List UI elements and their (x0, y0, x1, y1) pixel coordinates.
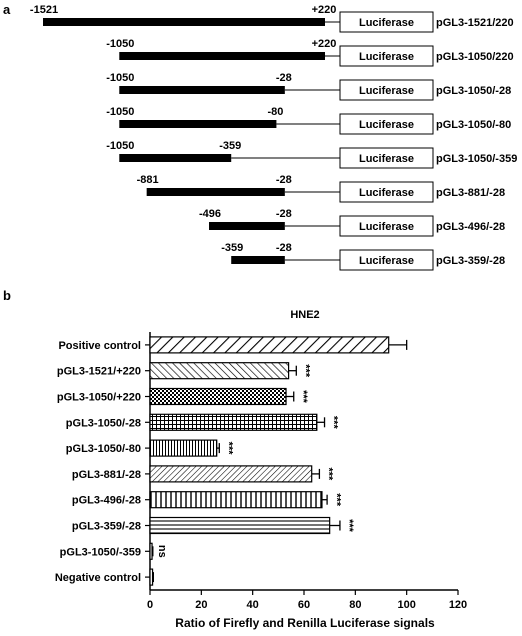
bar (149, 387, 287, 406)
x-tick-label: 20 (195, 599, 207, 611)
construct-row: Luciferase pGL3-1050/-359 -1050 -359 (106, 140, 517, 169)
end-position-label: -359 (219, 140, 241, 152)
panel-a-label: a (3, 2, 11, 17)
start-position-label: -881 (137, 174, 159, 186)
construct-name: pGL3-1050/-28 (436, 85, 511, 97)
significance-annotation: *** (330, 493, 342, 507)
start-position-label: -496 (199, 208, 221, 220)
category-label: Negative control (55, 572, 141, 584)
category-label: pGL3-1050/-359 (60, 546, 141, 558)
construct-map: Luciferase pGL3-1521/220-1521 +220Lucifera… (30, 4, 517, 271)
start-position-label: -1521 (30, 4, 58, 16)
construct-name: pGL3-881/-28 (436, 187, 505, 199)
end-position-label: -28 (276, 174, 292, 186)
bar-chart: 0 20 40 60 80 100 120 Positive control pGL3-1521… (55, 332, 467, 611)
luciferase-label: Luciferase (359, 17, 414, 29)
luciferase-label: Luciferase (359, 153, 414, 165)
end-position-label: -28 (276, 208, 292, 220)
bar (149, 516, 331, 535)
significance-annotation: *** (328, 416, 340, 430)
start-position-label: -1050 (106, 140, 134, 152)
luciferase-box (339, 113, 434, 135)
promoter-bar (146, 188, 285, 196)
luciferase-label: Luciferase (359, 51, 414, 63)
significance-annotation: *** (297, 390, 309, 404)
luciferase-box (339, 45, 434, 67)
promoter-bar (43, 18, 325, 26)
category-label: Positive control (58, 340, 141, 352)
category-label: pGL3-1050/-28 (66, 417, 141, 429)
bar (149, 465, 313, 483)
significance-annotation: *** (299, 364, 311, 378)
end-position-label: +220 (312, 38, 337, 50)
end-position-label: -28 (276, 242, 292, 254)
construct-row: Luciferase pGL3-496/-28 -496 -28 (199, 208, 505, 237)
construct-name: pGL3-1521/220 (436, 17, 514, 29)
construct-row: Luciferase pGL3-359/-28 -359 -28 (221, 242, 505, 271)
bar (149, 439, 218, 457)
luciferase-label: Luciferase (359, 255, 414, 267)
luciferase-box (339, 79, 434, 101)
bar (149, 413, 318, 431)
construct-name: pGL3-359/-28 (436, 255, 505, 267)
bar (149, 336, 390, 354)
end-position-label: -80 (267, 106, 283, 118)
x-tick-label: 40 (247, 599, 259, 611)
luciferase-label: Luciferase (359, 119, 414, 131)
x-tick-label: 100 (397, 599, 415, 611)
category-label: pGL3-496/-28 (72, 495, 141, 507)
end-position-label: -28 (276, 72, 292, 84)
end-position-label: +220 (312, 4, 337, 16)
luciferase-box (339, 11, 434, 33)
category-label: pGL3-1050/-80 (66, 443, 141, 455)
construct-name: pGL3-1050/-80 (436, 119, 511, 131)
x-tick-label: 120 (449, 599, 467, 611)
construct-name: pGL3-1050/-359 (436, 153, 517, 165)
category-label: pGL3-881/-28 (72, 469, 141, 481)
panel-b-label: b (3, 288, 11, 303)
x-tick-label: 0 (147, 599, 153, 611)
luciferase-label: Luciferase (359, 221, 414, 233)
start-position-label: -1050 (106, 72, 134, 84)
not-significant-annotation: ns (156, 545, 168, 558)
significance-annotation: *** (343, 519, 355, 533)
x-tick-label: 80 (349, 599, 361, 611)
construct-name: pGL3-496/-28 (436, 221, 505, 233)
promoter-bar (231, 256, 285, 264)
bar (149, 491, 323, 509)
start-position-label: -1050 (106, 106, 134, 118)
x-axis-label: Ratio of Firefly and Renilla Luciferase … (175, 616, 435, 630)
bar (149, 542, 153, 560)
category-label: pGL3-1050/+220 (57, 392, 141, 404)
luciferase-label: Luciferase (359, 85, 414, 97)
bar (149, 362, 290, 380)
luciferase-box (339, 181, 434, 203)
construct-row: Luciferase pGL3-1050/220 -1050 +220 (106, 38, 514, 67)
construct-row: Luciferase pGL3-881/-28 -881 -28 (137, 174, 505, 203)
category-label: pGL3-1521/+220 (57, 366, 141, 378)
significance-annotation: *** (222, 442, 234, 456)
category-label: pGL3-359/-28 (72, 521, 141, 533)
start-position-label: -359 (221, 242, 243, 254)
luciferase-box (339, 215, 434, 237)
promoter-bar (209, 222, 285, 230)
construct-name: pGL3-1050/220 (436, 51, 514, 63)
luciferase-box (339, 249, 434, 271)
start-position-label: -1050 (106, 38, 134, 50)
promoter-bar (119, 52, 325, 60)
promoter-bar (119, 86, 285, 94)
chart-title: HNE2 (290, 309, 319, 321)
construct-row: Luciferase pGL3-1050/-80 -1050 -80 (106, 106, 511, 135)
bar (149, 568, 154, 586)
luciferase-box (339, 147, 434, 169)
construct-row: Luciferase pGL3-1050/-28 -1050 -28 (106, 72, 511, 101)
construct-row: Luciferase pGL3-1521/220 -1521 +220 (30, 4, 514, 33)
x-tick-label: 60 (298, 599, 310, 611)
promoter-bar (119, 120, 277, 128)
promoter-bar (119, 154, 232, 162)
luciferase-label: Luciferase (359, 187, 414, 199)
significance-annotation: *** (323, 467, 335, 481)
